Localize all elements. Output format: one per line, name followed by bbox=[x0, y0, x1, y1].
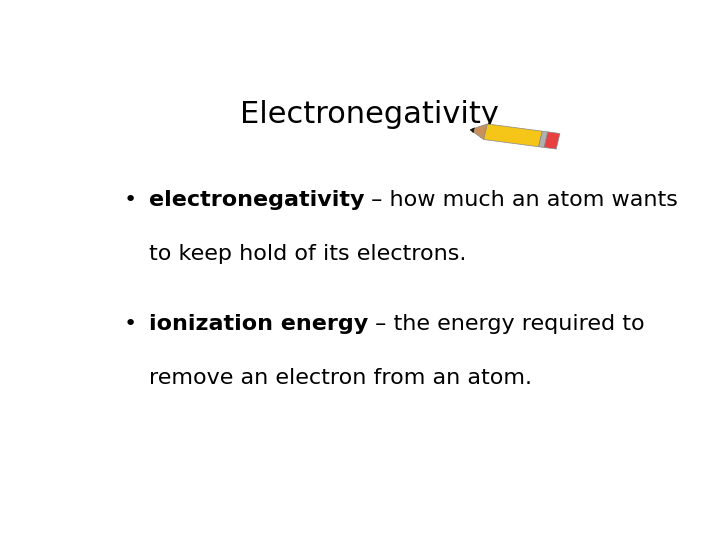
Text: – how much an atom wants: – how much an atom wants bbox=[364, 190, 678, 210]
Polygon shape bbox=[470, 124, 487, 139]
Polygon shape bbox=[544, 132, 560, 149]
Text: ionization energy: ionization energy bbox=[148, 314, 368, 334]
Polygon shape bbox=[539, 131, 548, 147]
Polygon shape bbox=[470, 127, 474, 133]
Text: – the energy required to: – the energy required to bbox=[368, 314, 644, 334]
Text: remove an electron from an atom.: remove an electron from an atom. bbox=[148, 368, 531, 388]
Text: electronegativity: electronegativity bbox=[148, 190, 364, 210]
Text: •: • bbox=[124, 190, 137, 210]
Polygon shape bbox=[470, 127, 474, 133]
Text: to keep hold of its electrons.: to keep hold of its electrons. bbox=[148, 244, 466, 264]
Polygon shape bbox=[484, 124, 542, 147]
Text: •: • bbox=[124, 314, 137, 334]
Text: Electronegativity: Electronegativity bbox=[240, 100, 498, 129]
